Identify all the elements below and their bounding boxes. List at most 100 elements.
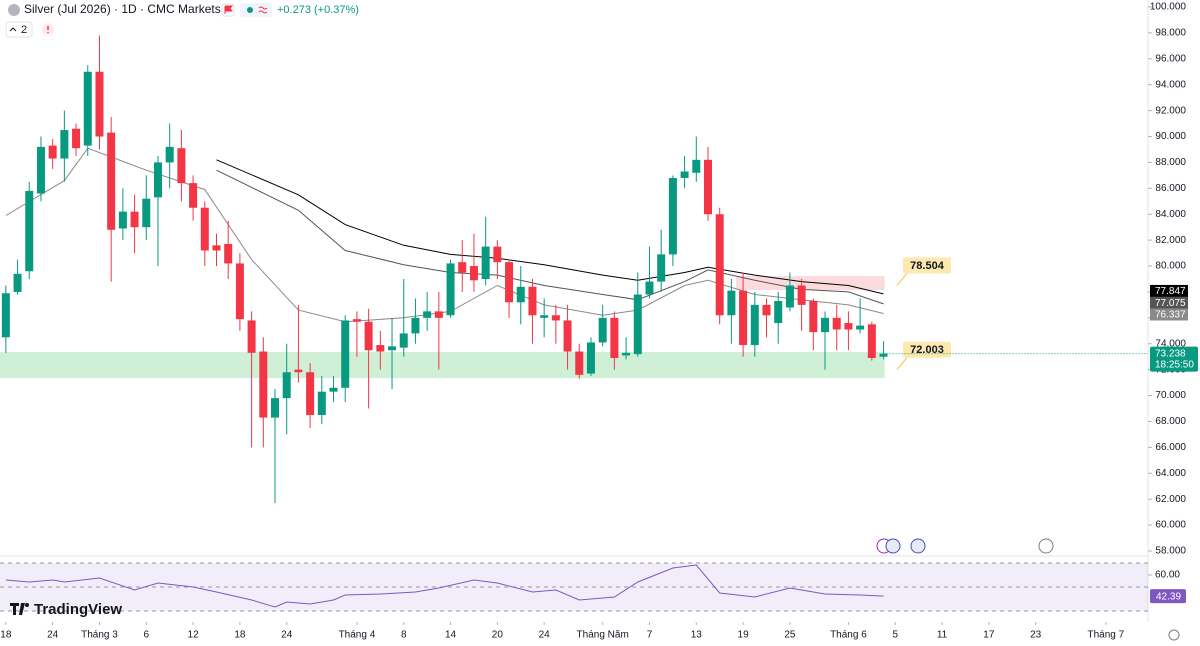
x-tick-label: 14: [445, 630, 457, 641]
candle-body: [832, 317, 841, 330]
callout-pointer: [896, 273, 908, 286]
wave-icon: [258, 6, 268, 14]
candle-body: [118, 211, 127, 229]
candle-body: [411, 317, 420, 334]
candle-body: [142, 198, 151, 228]
candle-body: [867, 324, 876, 358]
symbol-icon: [8, 4, 20, 16]
rsi-band-fill: [0, 563, 1148, 611]
y-tick-label: 98.000: [1155, 28, 1186, 39]
x-tick-label: Tháng 3: [81, 630, 118, 641]
y-tick-label: 88.000: [1155, 157, 1186, 168]
x-tick-label: 24: [539, 630, 551, 641]
y-tick-label: 68.000: [1155, 416, 1186, 427]
x-tick-label: Tháng 7: [1088, 630, 1125, 641]
y-tick-label: 66.000: [1155, 442, 1186, 453]
y-tick-label: 80.000: [1155, 261, 1186, 272]
settings-icon[interactable]: [1168, 629, 1180, 641]
y-tick-label: 60.000: [1155, 520, 1186, 531]
x-tick-label: 8: [401, 630, 407, 641]
candle-body: [598, 317, 607, 343]
candle-body: [563, 320, 572, 352]
candle-body: [60, 130, 69, 159]
candle-body: [317, 391, 326, 415]
y-tick-label: 92.000: [1155, 105, 1186, 116]
x-tick-label: 17: [983, 630, 995, 641]
candle-body: [879, 353, 888, 357]
candle-body: [622, 352, 631, 356]
candle-body: [282, 372, 291, 399]
rsi-line: [5, 564, 884, 608]
ma-tag-label: 77.847: [1155, 286, 1186, 297]
candle-body: [388, 346, 397, 351]
candle-body: [329, 387, 338, 392]
candle-body: [271, 398, 280, 418]
candle-body: [107, 132, 116, 230]
candle-body: [540, 315, 549, 318]
callout-label: 72.003: [910, 344, 944, 356]
last-price-tag: [1150, 346, 1198, 372]
candle-body: [668, 177, 677, 255]
x-tick-label: 18: [0, 630, 12, 641]
candle-body: [294, 369, 303, 373]
ma-tag: [1150, 308, 1188, 321]
candle-body: [434, 311, 443, 318]
ma-tag: [1150, 296, 1188, 309]
candle-body: [528, 286, 537, 316]
y-tick-label: 86.000: [1155, 183, 1186, 194]
x-tick-label: 7: [647, 630, 653, 641]
candle-body: [72, 128, 81, 149]
y-tick-label: 82.000: [1155, 235, 1186, 246]
y-tick-label: 94.000: [1155, 79, 1186, 90]
candle-body: [739, 290, 748, 346]
callout: [903, 341, 951, 358]
candle-body: [633, 294, 642, 355]
y-tick-label: 100.000: [1150, 2, 1187, 13]
candle-body: [235, 263, 244, 320]
candle-body: [785, 285, 794, 308]
candle-body: [657, 254, 666, 282]
candle-body: [645, 281, 654, 295]
y-tick-label: 70.000: [1155, 390, 1186, 401]
candle-body: [212, 245, 221, 251]
candle-body: [83, 71, 92, 146]
candle-body: [364, 321, 373, 351]
candle-body: [352, 319, 361, 322]
rsi-tick-label: 60.00: [1155, 570, 1180, 581]
candle-body: [469, 266, 478, 281]
brand-logo: [25, 603, 29, 607]
moving-average: [216, 159, 884, 295]
candle-body: [458, 262, 467, 273]
flag-icon: [224, 5, 234, 14]
candle-body: [516, 286, 525, 303]
callout-label: 78.504: [910, 260, 945, 272]
candle-body: [177, 148, 186, 184]
event-icon: [1038, 538, 1054, 554]
candle-body: [575, 351, 584, 375]
candle-body: [797, 285, 806, 305]
candle-body: [446, 263, 455, 316]
candle-body: [306, 372, 315, 415]
indicator-toggle[interactable]: [5, 21, 33, 38]
candle-body: [165, 146, 174, 163]
price-change: +0.273 (+0.37%): [277, 4, 359, 16]
x-tick-label: 23: [1030, 630, 1042, 641]
candle-body: [680, 171, 689, 178]
x-tick-label: 11: [937, 630, 948, 641]
ma-tag-label: 76.337: [1155, 310, 1186, 321]
y-tick-label: 90.000: [1155, 131, 1186, 142]
event-icon: [885, 538, 901, 554]
y-tick-label: 64.000: [1155, 468, 1186, 479]
candle-body: [505, 262, 514, 303]
candle-body: [493, 246, 502, 263]
candle-body: [1, 293, 10, 338]
indicator-count: 2: [21, 24, 27, 36]
candle-body: [13, 273, 22, 292]
candle-body: [821, 317, 830, 333]
x-tick-label: Tháng 4: [339, 630, 376, 641]
candle-body: [692, 159, 701, 173]
x-tick-label: 18: [234, 630, 246, 641]
event-icons: [876, 538, 1054, 554]
